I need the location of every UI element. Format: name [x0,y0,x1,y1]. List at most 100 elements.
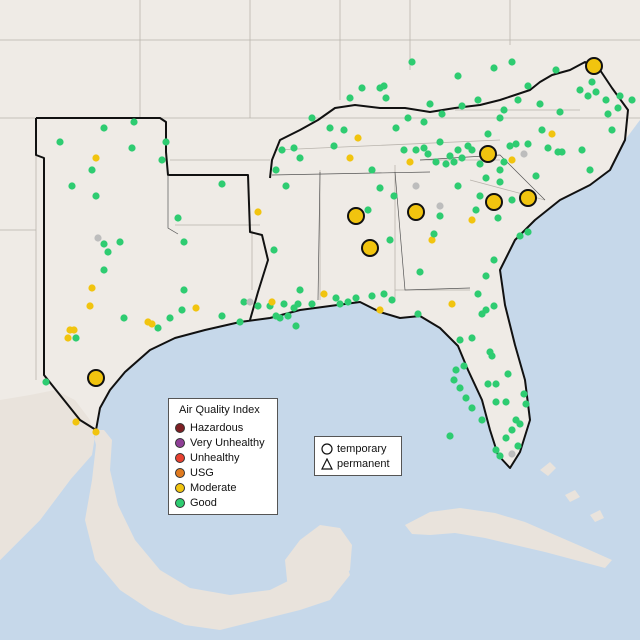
monitor-station[interactable] [474,290,482,298]
monitor-station[interactable] [544,144,552,152]
monitor-station[interactable] [514,442,522,450]
monitor-station[interactable] [576,86,584,94]
temporary-monitor-station[interactable] [479,145,497,163]
monitor-station[interactable] [436,212,444,220]
monitor-station[interactable] [404,114,412,122]
monitor-station[interactable] [524,140,532,148]
monitor-station[interactable] [614,104,622,112]
monitor-station[interactable] [516,420,524,428]
legend-item-temporary[interactable]: temporary [321,442,387,456]
temporary-monitor-station[interactable] [485,193,503,211]
monitor-station[interactable] [148,320,156,328]
monitor-station[interactable] [492,398,500,406]
monitor-station[interactable] [380,82,388,90]
monitor-station[interactable] [180,238,188,246]
monitor-station[interactable] [390,192,398,200]
monitor-station[interactable] [296,286,304,294]
monitor-station[interactable] [354,134,362,142]
monitor-station[interactable] [154,324,162,332]
monitor-station[interactable] [442,160,450,168]
monitor-station[interactable] [420,144,428,152]
monitor-station[interactable] [296,154,304,162]
monitor-station[interactable] [290,144,298,152]
monitor-station[interactable] [490,256,498,264]
monitor-station[interactable] [330,142,338,150]
monitor-station[interactable] [336,300,344,308]
monitor-station[interactable] [468,216,476,224]
temporary-monitor-station[interactable] [407,203,425,221]
monitor-station[interactable] [584,92,592,100]
monitor-station[interactable] [420,118,428,126]
monitor-station[interactable] [484,130,492,138]
monitor-station[interactable] [500,106,508,114]
monitor-station[interactable] [520,150,528,158]
monitor-station[interactable] [64,334,72,342]
monitor-station[interactable] [174,214,182,222]
legend-item-permanent[interactable]: permanent [321,457,390,471]
monitor-station[interactable] [100,124,108,132]
monitor-station[interactable] [282,182,290,190]
monitor-station[interactable] [42,378,50,386]
monitor-station[interactable] [508,156,516,164]
monitor-station[interactable] [494,214,502,222]
monitor-station[interactable] [56,138,64,146]
monitor-station[interactable] [558,148,566,156]
monitor-station[interactable] [490,302,498,310]
monitor-station[interactable] [508,426,516,434]
monitor-station[interactable] [320,290,328,298]
monitor-station[interactable] [436,138,444,146]
monitor-station[interactable] [450,158,458,166]
monitor-station[interactable] [218,180,226,188]
legend-item-hazardous[interactable]: Hazardous [175,421,243,435]
monitor-station[interactable] [344,298,352,306]
monitor-station[interactable] [478,416,486,424]
monitor-station[interactable] [522,400,530,408]
monitor-station[interactable] [436,202,444,210]
monitor-station[interactable] [552,66,560,74]
monitor-station[interactable] [100,266,108,274]
monitor-station[interactable] [116,238,124,246]
monitor-station[interactable] [438,110,446,118]
monitor-station[interactable] [240,298,248,306]
monitor-station[interactable] [450,376,458,384]
monitor-station[interactable] [270,246,278,254]
monitor-station[interactable] [496,114,504,122]
monitor-station[interactable] [86,302,94,310]
monitor-station[interactable] [414,310,422,318]
monitor-station[interactable] [490,64,498,72]
monitor-station[interactable] [428,236,436,244]
monitor-station[interactable] [458,154,466,162]
monitor-station[interactable] [492,446,500,454]
legend-item-very-unhealthy[interactable]: Very Unhealthy [175,436,265,450]
temporary-monitor-station[interactable] [361,239,379,257]
monitor-station[interactable] [424,150,432,158]
monitor-station[interactable] [332,294,340,302]
monitor-station[interactable] [326,124,334,132]
monitor-station[interactable] [92,192,100,200]
monitor-station[interactable] [246,298,254,306]
monitor-station[interactable] [462,394,470,402]
monitor-station[interactable] [496,166,504,174]
monitor-station[interactable] [88,166,96,174]
monitor-station[interactable] [514,96,522,104]
monitor-station[interactable] [278,146,286,154]
monitor-station[interactable] [386,236,394,244]
monitor-station[interactable] [412,146,420,154]
monitor-station[interactable] [92,428,100,436]
monitor-station[interactable] [400,146,408,154]
monitor-station[interactable] [254,302,262,310]
monitor-station[interactable] [180,286,188,294]
monitor-station[interactable] [458,102,466,110]
monitor-station[interactable] [166,314,174,322]
monitor-station[interactable] [272,166,280,174]
monitor-station[interactable] [388,296,396,304]
monitor-station[interactable] [508,58,516,66]
monitor-station[interactable] [508,450,516,458]
monitor-station[interactable] [532,172,540,180]
monitor-station[interactable] [452,366,460,374]
monitor-station[interactable] [94,234,102,242]
monitor-station[interactable] [492,380,500,388]
monitor-station[interactable] [430,230,438,238]
monitor-station[interactable] [408,58,416,66]
